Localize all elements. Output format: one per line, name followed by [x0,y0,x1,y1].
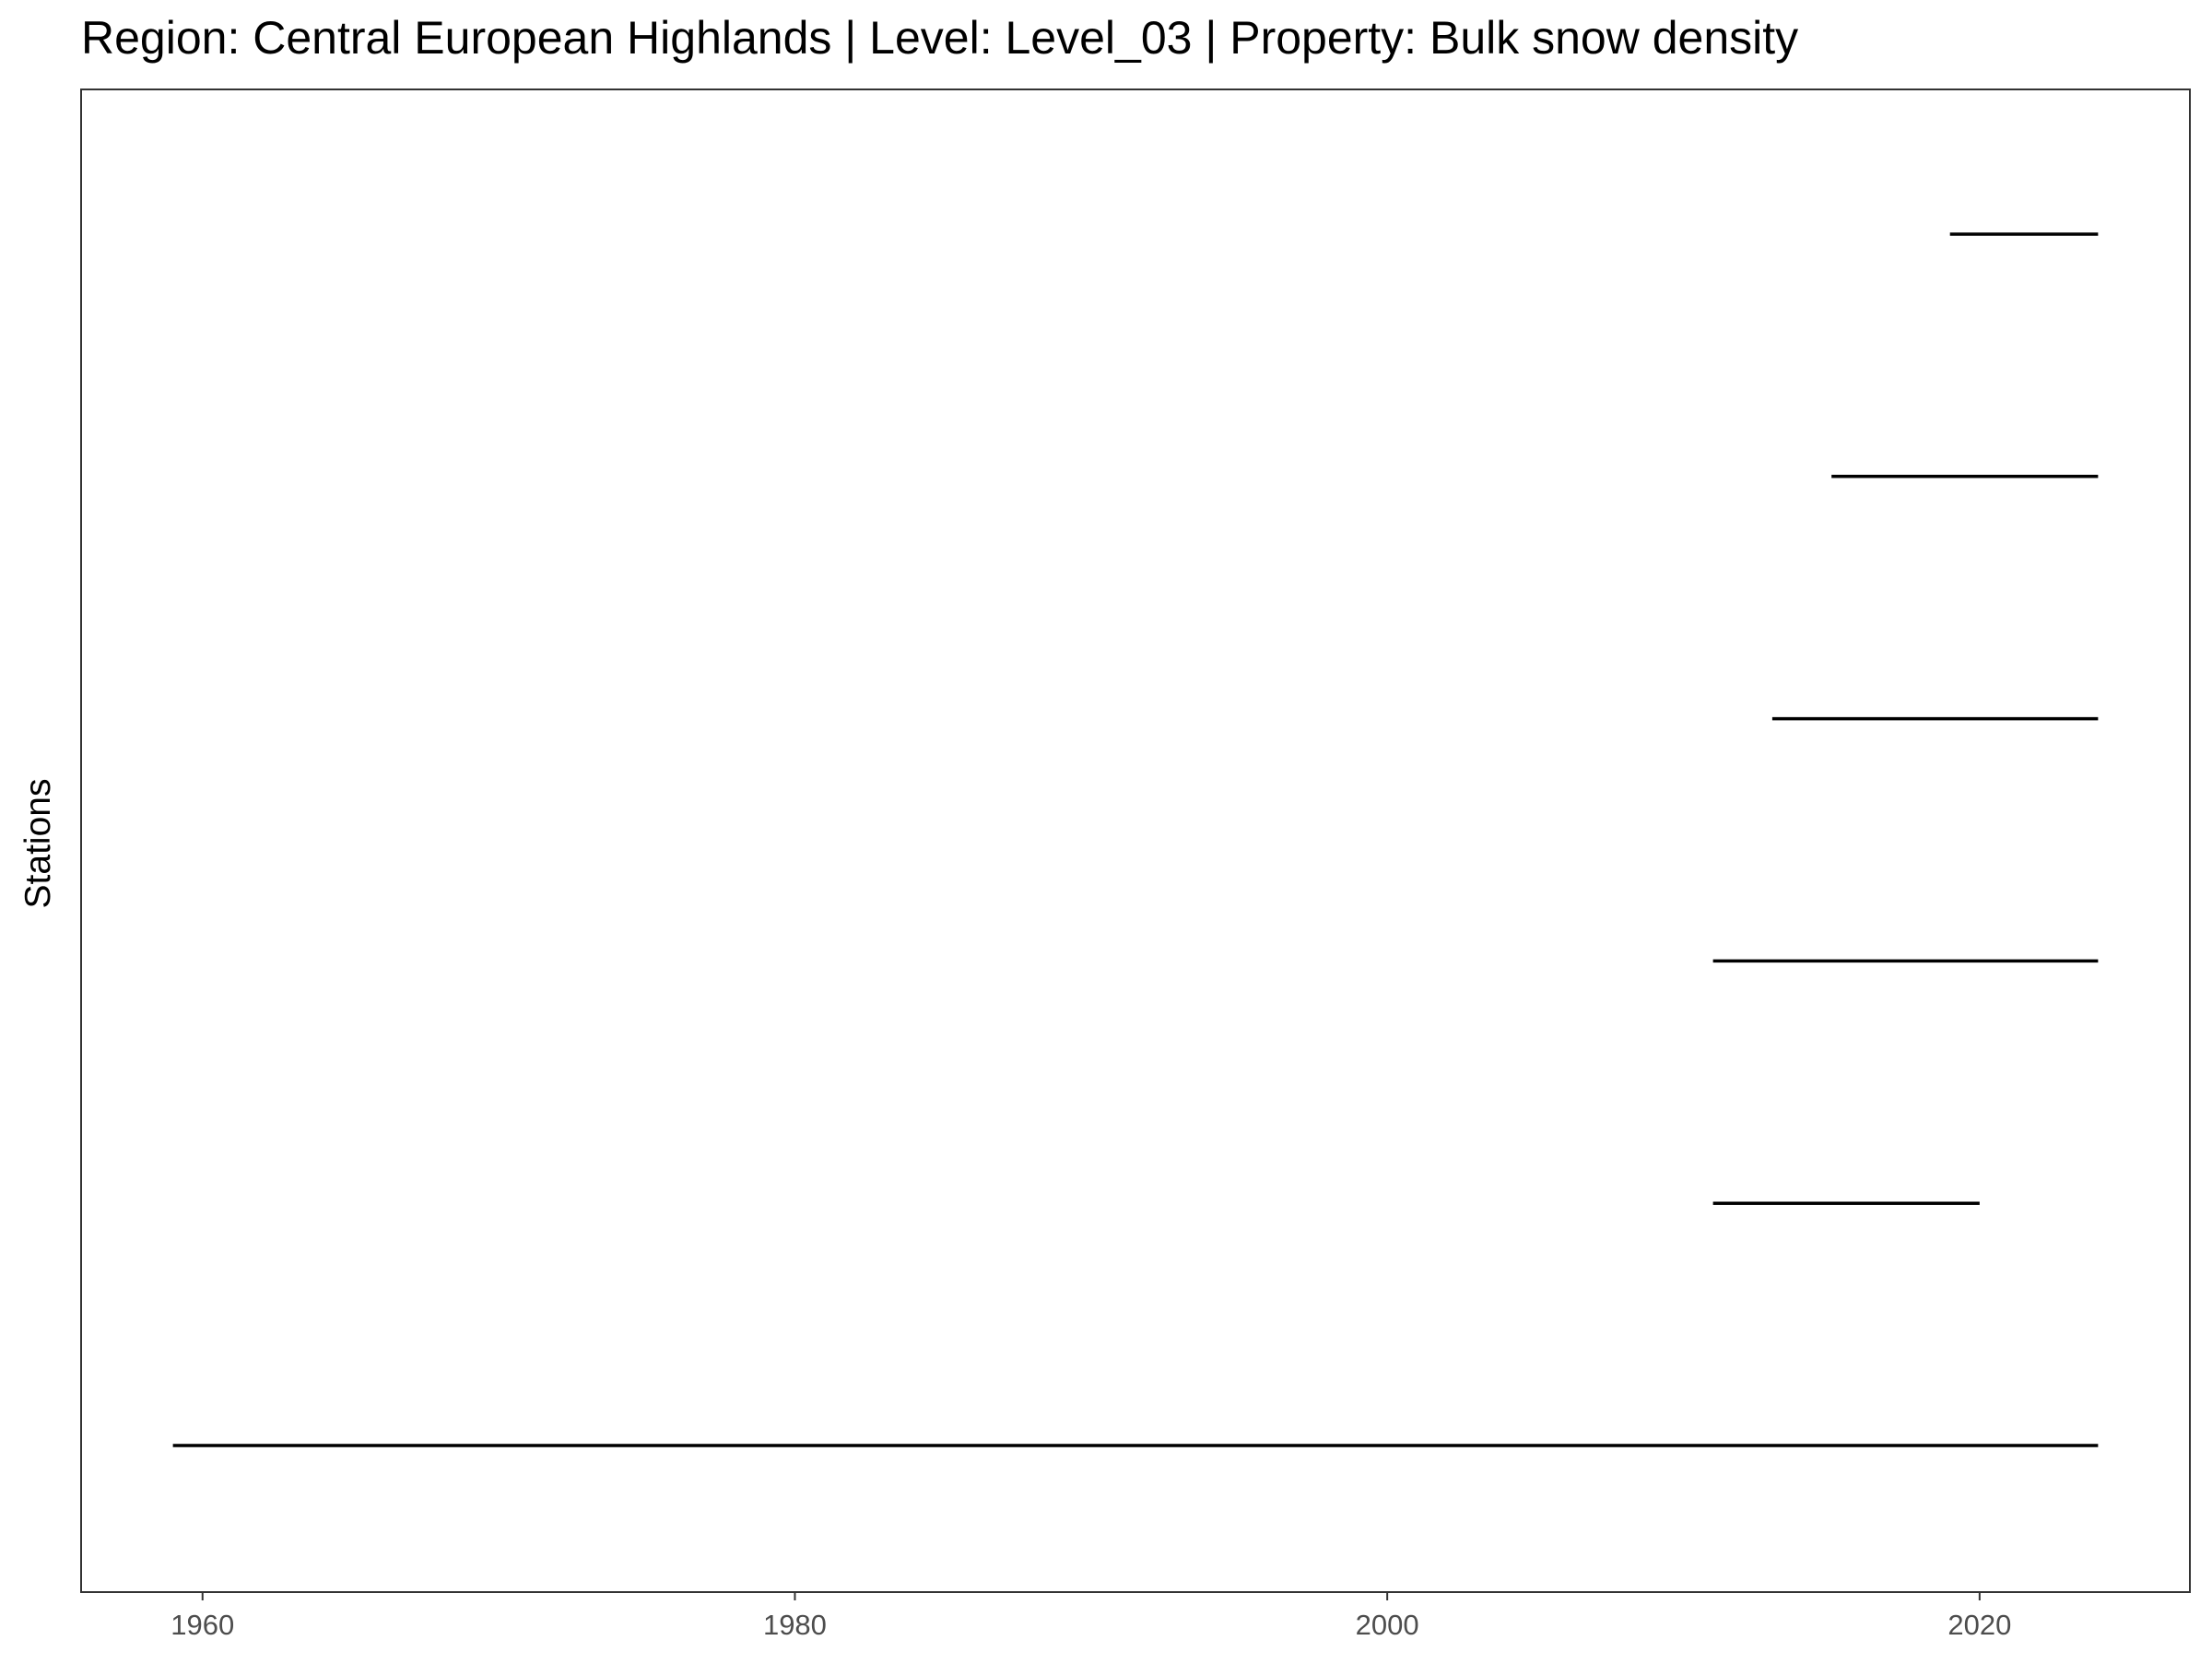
x-tick-label: 1980 [763,1609,827,1641]
station-segments [172,232,2099,1447]
plot-panel-border [80,89,2191,1593]
x-tick-label: 2000 [1356,1609,1419,1641]
x-tick-label: 1960 [171,1609,234,1641]
x-tick-label: 2020 [1947,1609,2011,1641]
chart-title: Region: Central European Highlands | Lev… [81,12,1798,64]
x-axis: 1960 1980 2000 2020 [171,1592,2011,1641]
y-axis-label: Stations [18,779,58,909]
